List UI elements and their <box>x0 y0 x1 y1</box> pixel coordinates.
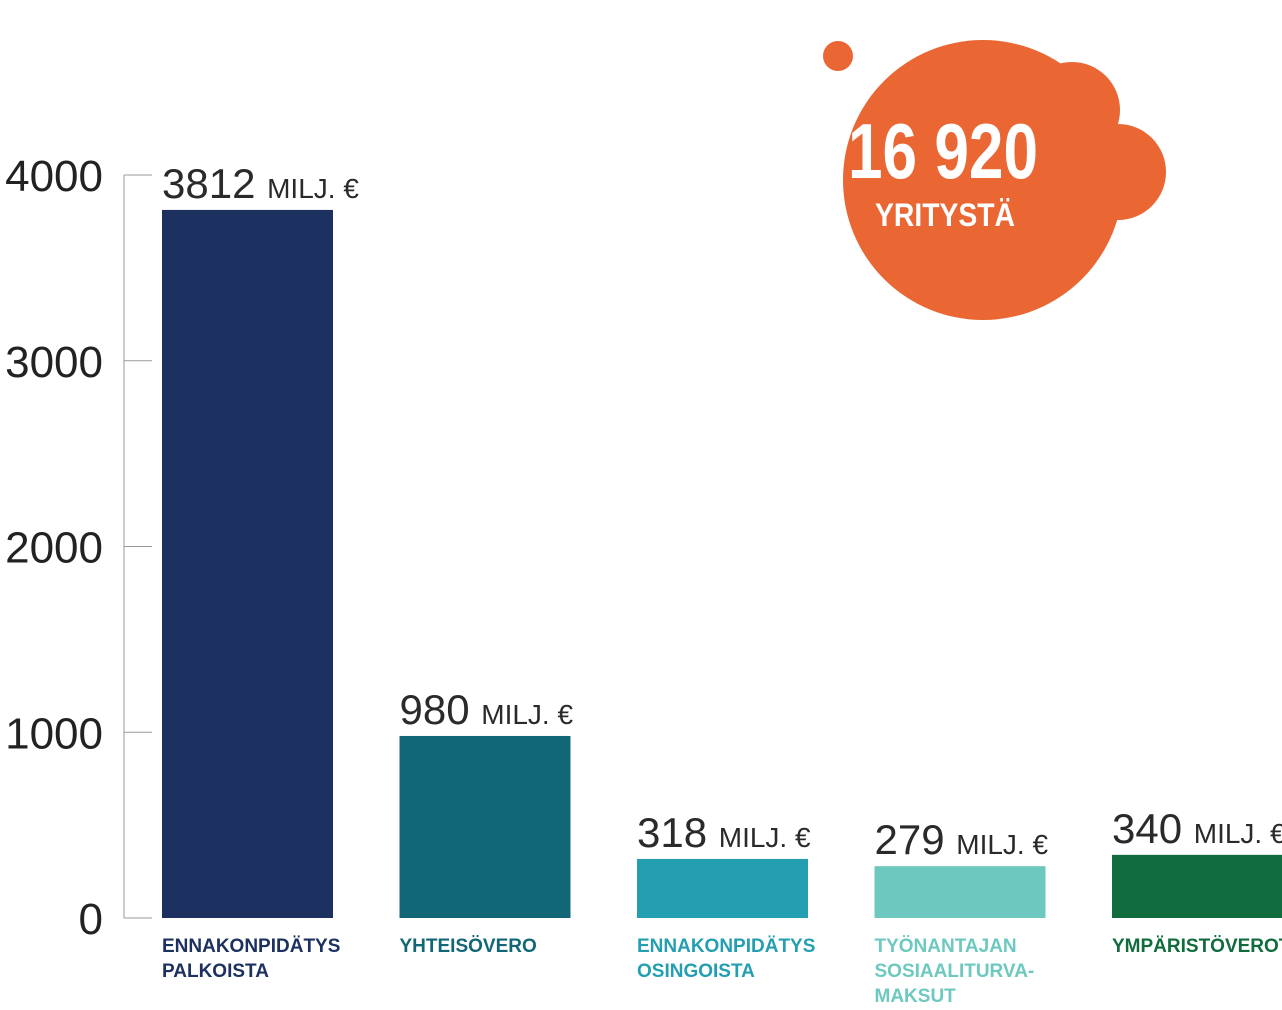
y-tick-label: 4000 <box>5 152 103 201</box>
value-unit: MILJ. € <box>956 829 1048 860</box>
x-tick-label: ENNAKONPIDÄTYS <box>162 936 340 957</box>
x-tick-label: YHTEISÖVERO <box>400 936 537 957</box>
bar <box>1112 854 1282 918</box>
bar <box>637 858 808 918</box>
value-unit: MILJ. € <box>719 822 811 853</box>
bubble-small <box>1070 124 1166 220</box>
bar <box>399 735 571 918</box>
bar <box>874 866 1046 918</box>
value-label: 340 MILJ. € <box>1112 805 1282 852</box>
value-label: 3812 MILJ. € <box>162 160 359 207</box>
value-unit: MILJ. € <box>481 699 573 730</box>
annotation-label: YRITYSTÄ <box>875 197 1015 233</box>
value-number: 318 <box>637 809 707 856</box>
value-number: 980 <box>400 686 470 733</box>
x-tick-label: SOSIAALITURVA- <box>875 961 1035 982</box>
bar <box>162 209 333 918</box>
value-unit: MILJ. € <box>267 173 359 204</box>
x-tick-label: TYÖNANTAJAN <box>875 936 1017 957</box>
y-tick-label: 3000 <box>5 338 103 387</box>
value-label: 980 MILJ. € <box>400 686 574 733</box>
x-tick-label: MAKSUT <box>875 986 957 1007</box>
value-unit: MILJ. € <box>1194 818 1282 849</box>
bubble-dot <box>823 41 853 71</box>
y-tick-label: 1000 <box>5 709 103 758</box>
bubble <box>823 40 1166 320</box>
value-label: 318 MILJ. € <box>637 809 811 856</box>
value-number: 3812 <box>162 160 255 207</box>
x-tick-label: OSINGOISTA <box>637 961 755 982</box>
y-tick-label: 2000 <box>5 524 103 573</box>
x-tick-label: PALKOISTA <box>162 961 269 982</box>
y-tick-label: 0 <box>79 895 103 944</box>
value-label: 279 MILJ. € <box>875 816 1049 863</box>
value-number: 279 <box>875 816 945 863</box>
x-tick-label: YMPÄRISTÖVEROT <box>1112 936 1282 957</box>
value-number: 340 <box>1112 805 1182 852</box>
annotation-value: 16 920 <box>848 107 1038 195</box>
x-tick-label: ENNAKONPIDÄTYS <box>637 936 815 957</box>
